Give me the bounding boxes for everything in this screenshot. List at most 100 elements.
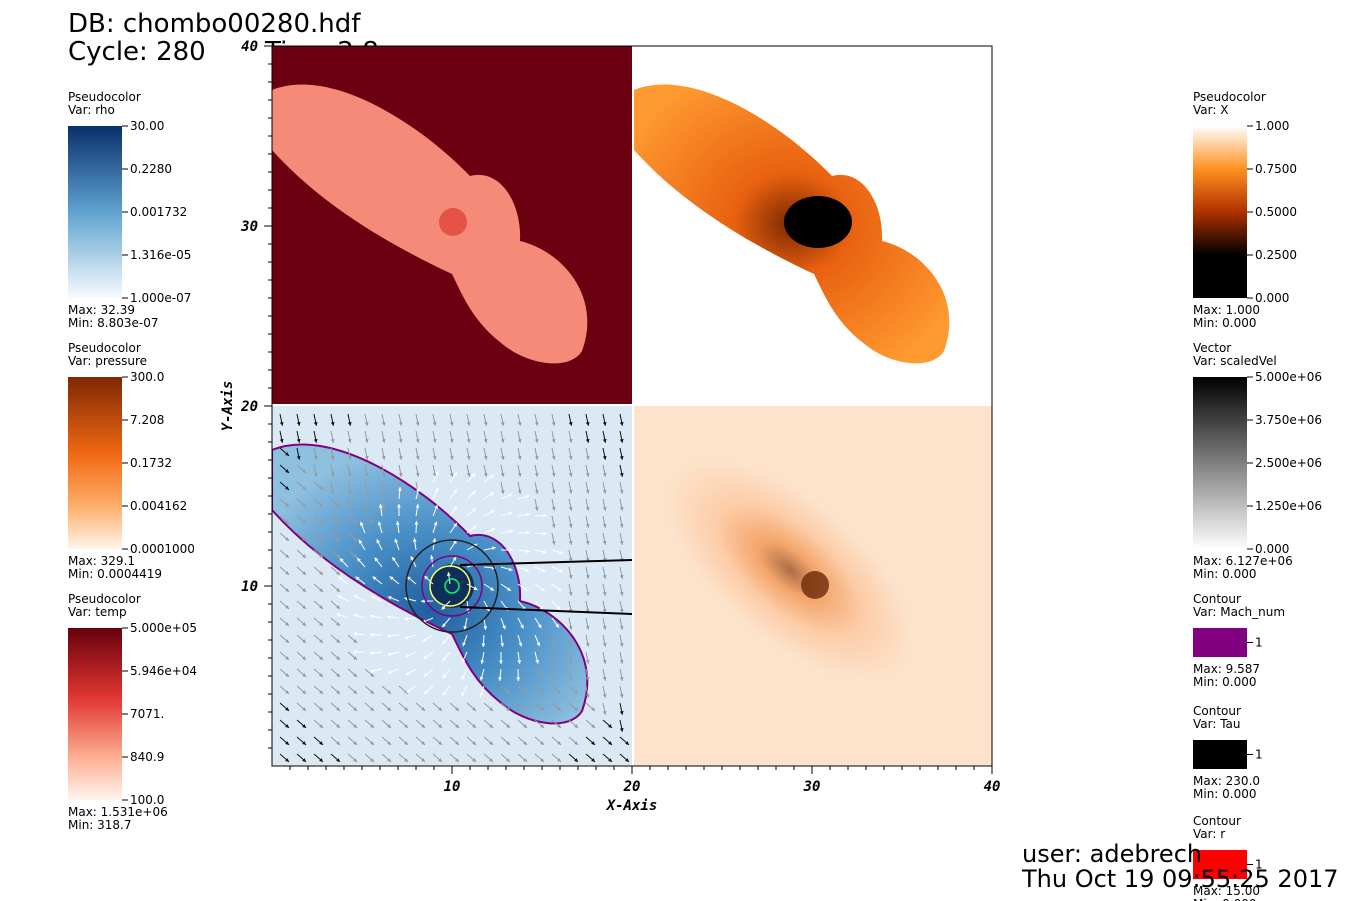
vector-head — [540, 673, 544, 677]
legend-min: Min: 0.000 — [1193, 787, 1257, 801]
y-tick-label: 40 — [241, 39, 258, 55]
vector-head — [387, 724, 391, 728]
legend-tick-label: 100.0 — [130, 793, 164, 807]
vector-head — [302, 690, 306, 694]
vector-head — [336, 605, 340, 609]
legend-var: Var: Tau — [1193, 717, 1241, 731]
vector-head — [302, 503, 306, 507]
vector-head — [619, 625, 624, 630]
vector-head — [336, 656, 340, 660]
vector-head — [534, 472, 539, 477]
vector-head — [302, 741, 306, 745]
vector-head — [319, 741, 323, 745]
legend-tick-label: 7.208 — [130, 413, 164, 427]
vector-head — [387, 758, 391, 762]
vector-head — [296, 455, 301, 460]
legend-min: Min: 0.000 — [1193, 897, 1257, 901]
vector-head — [500, 643, 505, 647]
vector-head — [336, 673, 340, 677]
vector-head — [568, 489, 573, 494]
vector-head — [285, 503, 289, 507]
velocity-vectors — [279, 413, 630, 763]
vector-head — [551, 540, 556, 545]
vector-head — [432, 538, 437, 542]
vector-head — [421, 741, 425, 745]
legend-tick-label: 0.001732 — [130, 205, 187, 219]
vector-head — [319, 707, 323, 711]
vector-head — [374, 557, 379, 562]
legend-tick-label: 30.00 — [130, 119, 164, 133]
legend-var: Var: Mach_num — [1193, 605, 1285, 619]
vector-head — [517, 421, 522, 426]
vector-head — [387, 633, 391, 638]
vector-head — [423, 673, 428, 677]
vector-head — [557, 741, 561, 745]
legend-tick-label: 7071. — [130, 707, 164, 721]
vector-head — [489, 474, 494, 479]
vector-head — [625, 741, 629, 745]
y-axis-title: Y-Axis — [220, 381, 236, 432]
vector-head — [523, 587, 528, 591]
vector-head — [568, 523, 573, 528]
legend-min: Min: 0.000 — [1193, 675, 1257, 689]
vector-head — [285, 622, 289, 626]
vector-head — [568, 574, 573, 579]
vector-head — [568, 540, 573, 545]
vector-head — [619, 693, 624, 698]
vector-head — [509, 529, 513, 534]
vector-head — [619, 523, 624, 528]
vector-head — [370, 724, 374, 728]
vector-head — [381, 438, 386, 443]
vector-head — [389, 576, 394, 581]
vector-head — [370, 651, 374, 655]
legend-colorbar — [1193, 740, 1247, 769]
vector-head — [591, 741, 595, 745]
vector-head — [455, 724, 459, 728]
legend-tick-label: 0.0001000 — [130, 542, 195, 556]
vector-head — [455, 741, 459, 745]
vector-head — [479, 676, 484, 681]
vector-head — [285, 469, 289, 473]
vector-head — [404, 758, 408, 762]
vector-head — [585, 506, 590, 511]
vector-head — [404, 635, 409, 640]
legend-tick-label: 1 — [1255, 636, 1263, 650]
vector-head — [585, 523, 590, 528]
vector-head — [410, 556, 415, 561]
vector-head — [370, 669, 375, 673]
vector-head — [279, 421, 284, 426]
db-name: DB: chombo00280.hdf — [68, 9, 361, 39]
vector-head — [491, 528, 496, 532]
legend-max: Max: 230.0 — [1193, 774, 1260, 788]
legend-max: Max: 1.531e+06 — [68, 805, 168, 819]
vector-head — [461, 692, 465, 697]
vector-head — [336, 571, 340, 575]
vector-head — [574, 758, 578, 762]
vector-head — [358, 539, 363, 544]
vector-head — [619, 608, 624, 613]
vector-head — [370, 673, 374, 677]
vector-head — [353, 631, 357, 636]
x-core — [784, 196, 852, 248]
vector-head — [602, 438, 607, 443]
vector-head — [525, 494, 530, 499]
vector-head — [404, 616, 408, 621]
legend-var: Var: X — [1193, 103, 1228, 117]
x-tick-label: 30 — [803, 779, 821, 795]
vector-head — [619, 455, 624, 460]
vector-head — [336, 741, 340, 745]
vector-head — [523, 724, 527, 728]
vector-head — [330, 421, 335, 426]
vector-head — [543, 513, 547, 518]
legend-var: Var: temp — [68, 605, 127, 619]
vector-head — [591, 724, 595, 728]
rho-core — [430, 564, 474, 608]
vector-head — [302, 656, 306, 660]
vector-head — [556, 605, 561, 610]
vector-head — [574, 690, 578, 694]
rho-panel — [272, 406, 632, 766]
vector-head — [336, 622, 340, 626]
vector-head — [285, 724, 289, 728]
vector-head — [285, 554, 289, 558]
